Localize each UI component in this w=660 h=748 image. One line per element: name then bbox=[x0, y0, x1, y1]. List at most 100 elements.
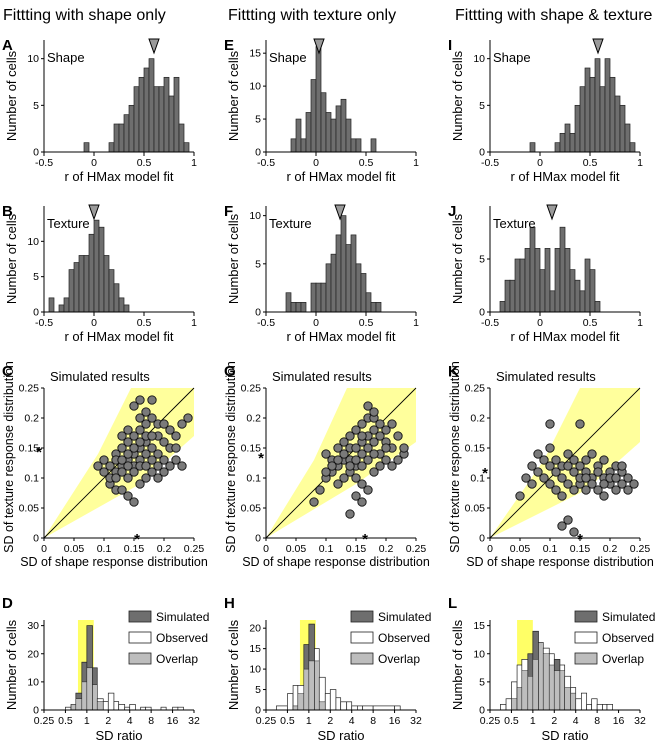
observed-bar bbox=[335, 697, 342, 711]
histogram-bar bbox=[579, 86, 586, 153]
observed-bar bbox=[276, 705, 288, 711]
inset-label: Texture bbox=[47, 216, 90, 231]
scatter-point bbox=[569, 485, 579, 495]
histogram-bar bbox=[133, 86, 140, 153]
x-tick-label: 1 bbox=[191, 157, 197, 169]
histogram-bar bbox=[614, 95, 621, 153]
histogram-bar bbox=[584, 67, 591, 153]
scatter-point bbox=[123, 461, 133, 471]
histogram-bar bbox=[123, 304, 130, 313]
y-axis-label: Number of cells bbox=[4, 213, 19, 304]
histogram-bar bbox=[315, 282, 322, 313]
histogram-bar bbox=[163, 76, 170, 153]
scatter-point bbox=[581, 455, 591, 465]
x-tick-label: 0.1 bbox=[543, 543, 558, 555]
overlap-bar bbox=[92, 684, 98, 711]
x-tick-label: 8 bbox=[370, 715, 376, 727]
scatter-point bbox=[357, 449, 367, 459]
y-tick-label: 0 bbox=[479, 533, 485, 545]
y-tick-label: 0 bbox=[255, 705, 261, 717]
scatter-point bbox=[575, 461, 585, 471]
y-tick-label: 0 bbox=[33, 307, 39, 319]
panel-letter: A bbox=[2, 37, 13, 54]
histogram-bar bbox=[604, 58, 611, 153]
inset-label: Simulated results bbox=[50, 369, 150, 384]
scatter-point bbox=[339, 473, 349, 483]
histogram-bar bbox=[78, 255, 85, 313]
legend-swatch bbox=[350, 631, 374, 644]
legend-label: Overlap bbox=[602, 652, 644, 666]
y-mean-marker: * bbox=[258, 450, 264, 467]
scatter-point bbox=[393, 431, 403, 441]
histogram-bar bbox=[63, 297, 70, 313]
panel-letter: C bbox=[2, 363, 13, 380]
histogram-bar bbox=[529, 226, 536, 313]
histogram-bar bbox=[143, 67, 150, 153]
histogram-bar bbox=[340, 98, 347, 153]
scatter-point bbox=[171, 455, 181, 465]
histogram-bar bbox=[345, 118, 352, 153]
x-tick-label: 32 bbox=[410, 715, 422, 727]
scatter-point bbox=[93, 461, 103, 471]
scatter-point bbox=[147, 443, 157, 453]
panel-letter: K bbox=[448, 363, 459, 380]
panel-L: L 0.25 0.5 1 2 4 8 16 32 0 5 10 15 SD ratio Number of … bbox=[448, 595, 655, 743]
scatter-point bbox=[333, 455, 343, 465]
y-tick-label: 0.15 bbox=[465, 443, 486, 455]
scatter-point bbox=[545, 419, 555, 429]
x-tick-label: 0.05 bbox=[64, 543, 85, 555]
observed-bar bbox=[505, 698, 512, 711]
inset-label: Shape bbox=[493, 50, 531, 65]
scatter-point bbox=[351, 473, 361, 483]
histogram-bar bbox=[108, 142, 115, 153]
overlap-bar bbox=[81, 681, 88, 711]
x-tick-label: 16 bbox=[613, 715, 625, 727]
scatter-point bbox=[375, 419, 385, 429]
histogram-bar bbox=[158, 86, 165, 153]
histogram-bar bbox=[153, 86, 160, 153]
histogram-bar bbox=[178, 123, 185, 153]
x-tick-label: 0.5 bbox=[58, 715, 73, 727]
scatter-point bbox=[351, 491, 361, 501]
scatter-point bbox=[147, 467, 157, 477]
inset-label: Simulated results bbox=[272, 369, 372, 384]
y-tick-label: 0.25 bbox=[19, 383, 40, 395]
scatter-point bbox=[321, 449, 331, 459]
scatter-point bbox=[539, 455, 549, 465]
scatter-point bbox=[345, 431, 355, 441]
legend-swatch bbox=[128, 652, 152, 665]
x-tick-label: 0.25 bbox=[256, 715, 277, 727]
histogram-bar bbox=[290, 138, 297, 153]
histogram-bar bbox=[108, 269, 115, 313]
x-axis-label: SD of shape response distribution bbox=[20, 555, 208, 569]
scatter-point bbox=[381, 443, 391, 453]
y-axis-label: Number of cells bbox=[226, 619, 241, 710]
histogram-bar bbox=[295, 118, 302, 153]
histogram-bar bbox=[584, 258, 591, 313]
histogram-bar bbox=[148, 58, 155, 153]
histogram-bar bbox=[138, 76, 145, 153]
histogram-bar bbox=[554, 142, 561, 153]
overlap-bar bbox=[538, 642, 544, 711]
histogram-bar bbox=[350, 234, 357, 313]
scatter-point bbox=[327, 461, 337, 471]
scatter-point bbox=[315, 485, 325, 495]
histogram-bar bbox=[68, 269, 75, 313]
scatter-point bbox=[357, 461, 367, 471]
histogram-bar bbox=[539, 269, 546, 313]
scatter-point bbox=[351, 455, 361, 465]
histogram-bar bbox=[589, 76, 596, 153]
y-tick-label: 5 bbox=[255, 114, 261, 126]
x-tick-label: -0.5 bbox=[481, 157, 499, 169]
inset-label: Simulated results bbox=[496, 369, 596, 384]
scatter-point bbox=[333, 479, 343, 489]
scatter-point bbox=[557, 473, 567, 483]
x-tick-label: 4 bbox=[349, 715, 355, 727]
y-tick-label: 0.05 bbox=[241, 503, 262, 515]
scatter-point bbox=[171, 431, 181, 441]
scatter-point bbox=[533, 449, 543, 459]
histogram-bar bbox=[93, 219, 100, 313]
scatter-point bbox=[363, 401, 373, 411]
